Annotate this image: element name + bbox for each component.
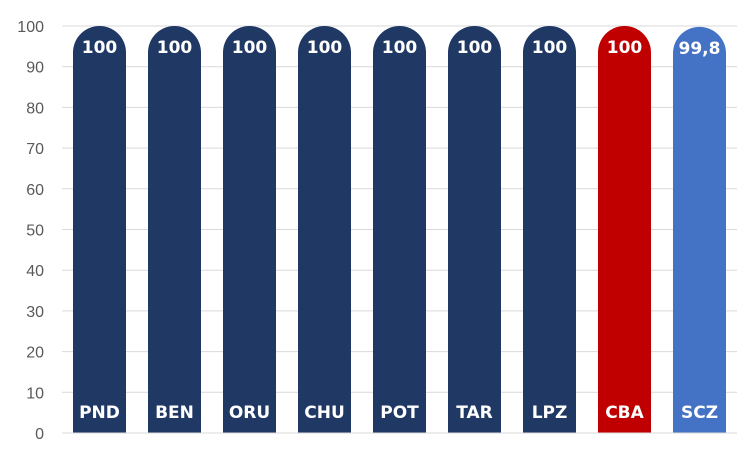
category-label: PND [79,403,120,423]
category-label: TAR [456,403,493,423]
bar-value-label: 100 [307,38,343,58]
y-tick-label: 70 [26,141,44,158]
y-tick-label: 40 [26,263,44,280]
y-tick-label: 90 [26,60,44,77]
category-label: SCZ [681,403,718,423]
y-tick-label: 20 [26,345,44,362]
bar-value-label: 100 [157,38,193,58]
bar-tar [448,26,501,434]
y-tick-label: 30 [26,304,44,321]
bar-value-label: 100 [232,38,268,58]
bars [73,26,726,434]
y-tick-label: 80 [26,100,44,117]
y-tick-label: 10 [26,385,44,402]
bar-value-label: 100 [457,38,493,58]
bar-value-label: 100 [82,38,118,58]
bar-ben [148,26,201,434]
bar-value-label: 100 [382,38,418,58]
bar-value-label: 100 [532,38,568,58]
y-tick-label: 60 [26,182,44,199]
y-tick-label: 50 [26,223,44,240]
bar-value-label: 99,8 [679,39,721,59]
category-label: LPZ [532,403,568,423]
bar-pot [373,26,426,434]
category-label: CHU [304,403,345,423]
bar-chu [298,26,351,434]
category-label: ORU [229,403,270,423]
bar-lpz [523,26,576,434]
category-label: POT [380,403,419,423]
bar-scz [673,26,726,434]
y-tick-label: 100 [17,19,44,36]
category-label: BEN [155,403,194,423]
category-label: CBA [605,403,644,423]
y-axis-ticks: 0 10 20 30 40 50 60 70 80 90 100 [17,19,44,443]
bar-pnd [73,26,126,434]
bar-value-label: 100 [607,38,643,58]
y-tick-label: 0 [35,426,44,443]
bar-labels: 100 PND 100 BEN 100 ORU 100 CHU 100 POT 100 TAR 100 L… [79,38,720,423]
bar-oru [223,26,276,434]
bar-cba [598,26,651,434]
